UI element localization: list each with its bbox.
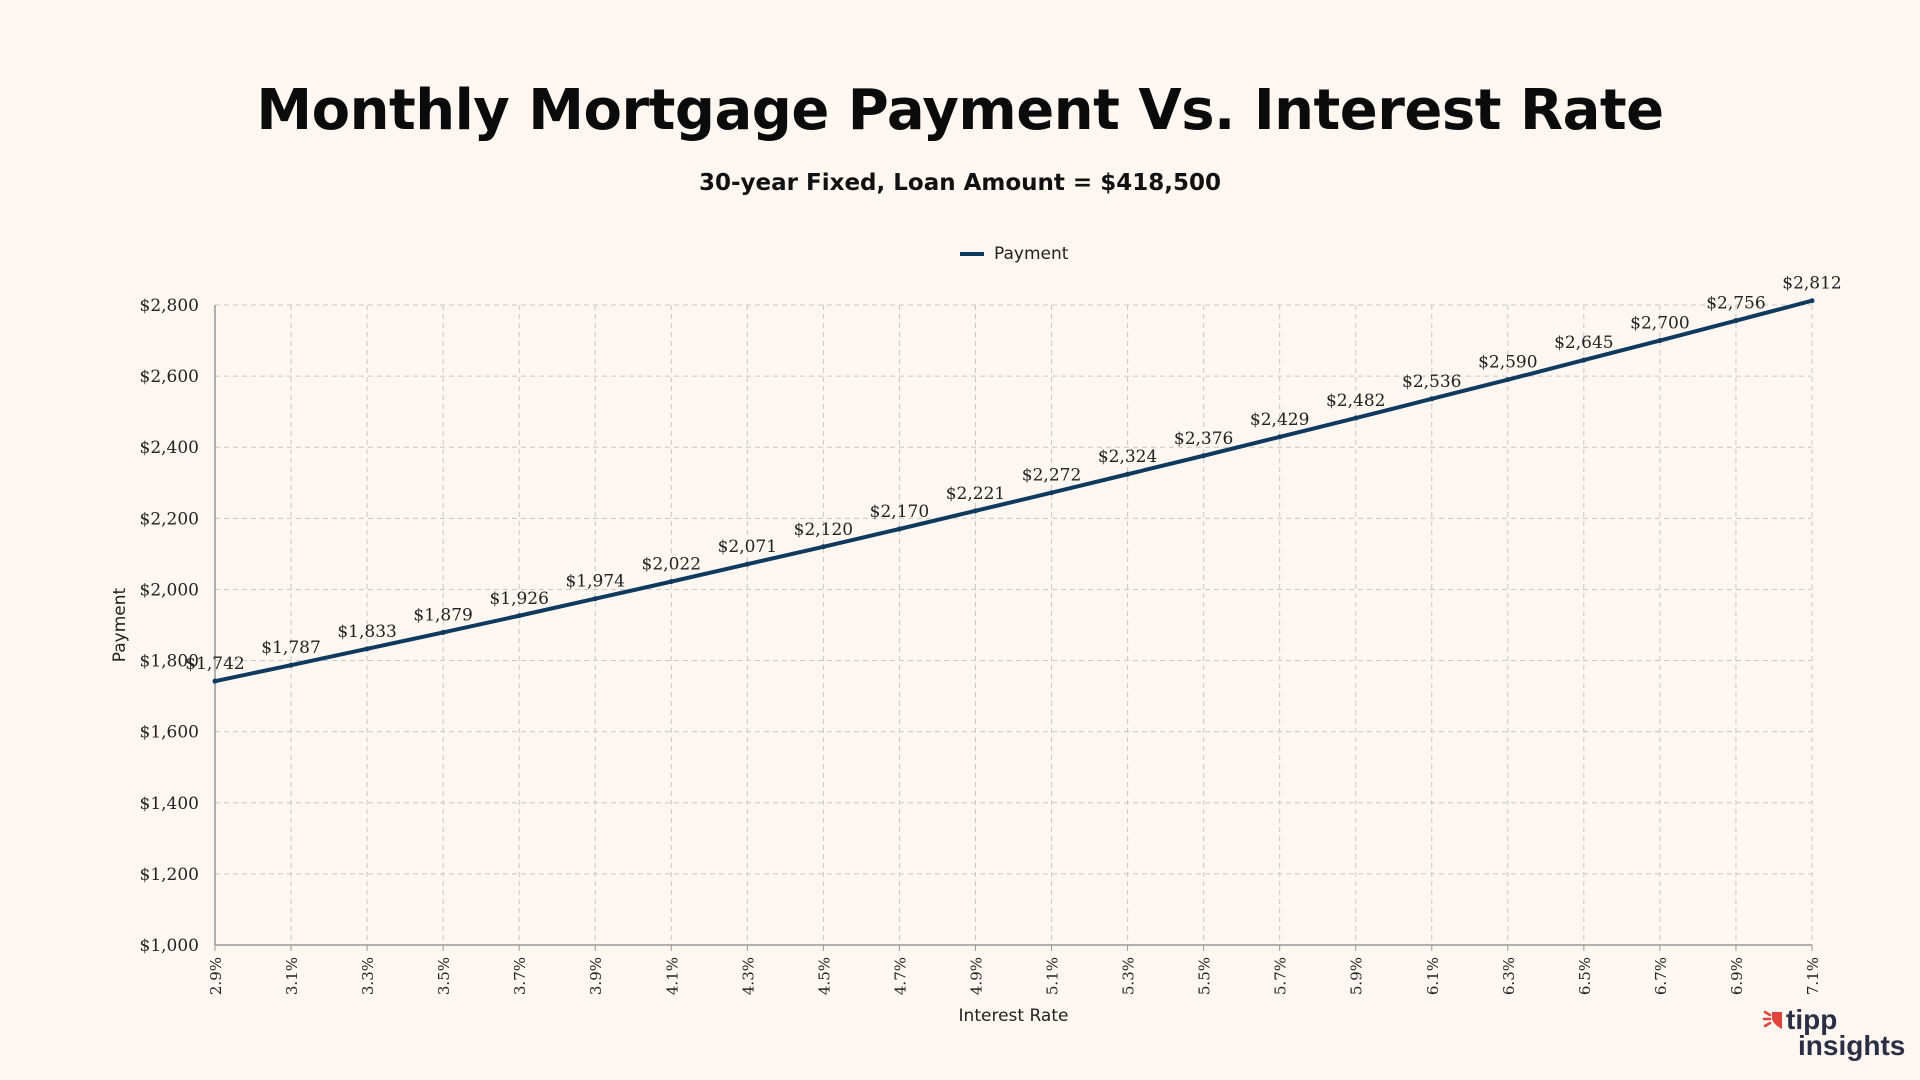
data-point — [288, 662, 294, 668]
y-tick-label: $1,400 — [140, 794, 199, 814]
y-axis-title: Payment — [110, 587, 130, 662]
data-label: $1,879 — [413, 605, 472, 625]
data-label: $1,787 — [261, 638, 320, 658]
data-label: $2,071 — [718, 537, 777, 557]
data-label: $2,756 — [1706, 294, 1765, 314]
legend-swatch — [960, 252, 984, 256]
x-axis-title: Interest Rate — [959, 1006, 1069, 1026]
y-tick-label: $2,400 — [140, 438, 199, 458]
x-tick-label: 3.7% — [511, 957, 529, 995]
x-tick-label: 5.9% — [1348, 957, 1366, 995]
data-point — [820, 544, 826, 550]
data-label: $2,812 — [1782, 274, 1841, 294]
x-tick-label: 5.7% — [1272, 957, 1290, 995]
x-tick-label: 7.1% — [1804, 957, 1822, 995]
chart-title: Monthly Mortgage Payment Vs. Interest Ra… — [256, 78, 1664, 143]
legend-label: Payment — [994, 244, 1069, 264]
x-tick-label: 3.5% — [435, 957, 453, 995]
x-tick-label: 5.1% — [1044, 957, 1062, 995]
x-tick-label: 3.9% — [587, 957, 605, 995]
x-tick-label: 4.3% — [739, 957, 757, 995]
data-point — [1353, 415, 1359, 421]
data-point — [516, 613, 522, 619]
tipp-insights-logo: tipp insights — [1762, 1004, 1905, 1061]
data-point — [212, 678, 218, 684]
x-tick-label: 3.3% — [359, 957, 377, 995]
data-point — [1581, 357, 1587, 363]
y-tick-label: $1,200 — [140, 865, 199, 885]
x-tick-label: 4.1% — [663, 957, 681, 995]
data-point — [592, 596, 598, 602]
data-label: $1,926 — [489, 589, 548, 609]
logo-text-line2: insights — [1798, 1030, 1905, 1061]
data-point — [440, 629, 446, 635]
data-point — [896, 526, 902, 532]
data-label: $2,429 — [1250, 410, 1309, 430]
chart-subtitle: 30-year Fixed, Loan Amount = $418,500 — [699, 170, 1221, 196]
x-tick-label: 5.3% — [1120, 957, 1138, 995]
data-point — [1809, 298, 1815, 304]
data-point — [1733, 318, 1739, 324]
data-label: $2,170 — [870, 502, 929, 522]
series-line-payment — [214, 298, 1813, 684]
data-label: $2,376 — [1174, 429, 1233, 449]
x-tick-label: 4.5% — [815, 957, 833, 995]
x-tick-label: 6.9% — [1728, 957, 1746, 995]
logo-text-line1: tipp — [1786, 1004, 1837, 1035]
x-tick-label: 6.3% — [1500, 957, 1518, 995]
data-label: $2,324 — [1098, 447, 1157, 467]
data-point — [668, 579, 674, 585]
x-tick-label: 6.7% — [1652, 957, 1670, 995]
data-label: $2,221 — [946, 484, 1005, 504]
data-label: $2,482 — [1326, 391, 1385, 411]
data-label: $1,742 — [185, 654, 244, 674]
x-tick-label: 6.1% — [1424, 957, 1442, 995]
x-tick-label: 3.1% — [283, 957, 301, 995]
data-label: $1,833 — [337, 622, 396, 642]
x-tick-label: 6.5% — [1576, 957, 1594, 995]
data-point — [1201, 453, 1207, 459]
y-tick-label: $2,600 — [140, 367, 199, 387]
x-tick-label: 4.9% — [967, 957, 985, 995]
y-tick-label: $1,000 — [140, 936, 199, 956]
y-tick-label: $1,800 — [140, 652, 199, 672]
data-point — [972, 508, 978, 514]
data-label: $1,974 — [565, 572, 624, 592]
y-tick-label: $2,800 — [140, 296, 199, 316]
data-point — [744, 561, 750, 567]
y-tick-label: $2,200 — [140, 509, 199, 529]
data-point — [364, 646, 370, 652]
data-label: $2,272 — [1022, 466, 1081, 486]
legend: Payment — [960, 244, 1068, 264]
data-label: $2,645 — [1554, 333, 1613, 353]
x-tick-label: 2.9% — [207, 957, 225, 995]
data-point — [1049, 490, 1055, 496]
data-label: $2,120 — [794, 520, 853, 540]
y-tick-label: $2,000 — [140, 580, 199, 600]
x-tick-label: 5.5% — [1196, 957, 1214, 995]
x-tick-label: 4.7% — [891, 957, 909, 995]
data-label: $2,590 — [1478, 353, 1537, 373]
data-label: $2,022 — [642, 555, 701, 575]
data-point — [1125, 471, 1131, 477]
logo-mark-icon — [1762, 1010, 1782, 1029]
data-point — [1277, 434, 1283, 440]
data-label: $2,536 — [1402, 372, 1461, 392]
data-point — [1657, 338, 1663, 344]
data-label: $2,700 — [1630, 314, 1689, 334]
y-tick-label: $1,600 — [140, 723, 199, 743]
data-point — [1505, 377, 1511, 383]
data-point — [1429, 396, 1435, 402]
